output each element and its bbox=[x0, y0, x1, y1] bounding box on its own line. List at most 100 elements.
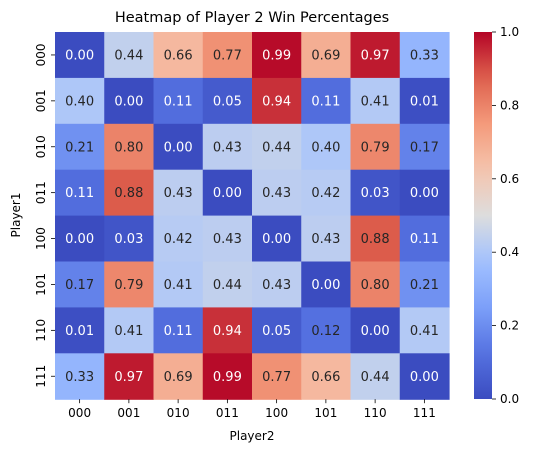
heatmap-cell bbox=[399, 215, 450, 263]
x-tick-label: 101 bbox=[314, 406, 337, 420]
heatmap-cell bbox=[104, 169, 155, 217]
cell-value-label: 0.88 bbox=[114, 186, 143, 201]
cell-value-label: 0.11 bbox=[65, 186, 94, 201]
heatmap-cell bbox=[153, 77, 204, 125]
heatmap-cell bbox=[55, 261, 105, 308]
heatmap-cell bbox=[104, 215, 155, 263]
cell-value-label: 0.42 bbox=[164, 232, 193, 247]
x-axis-ticks: 000 001 010 011 100 101 110 111 bbox=[68, 399, 436, 420]
heatmap-cell bbox=[153, 169, 204, 217]
cell-value-label: 0.77 bbox=[262, 370, 291, 385]
heatmap-cell bbox=[202, 307, 253, 354]
y-tick-label: 101 bbox=[34, 273, 48, 296]
cell-value-label: 0.12 bbox=[311, 324, 340, 339]
heatmap-cell bbox=[399, 307, 450, 354]
heatmap-cell bbox=[104, 32, 155, 79]
heatmap-cell bbox=[301, 169, 352, 217]
cell-value-label: 0.00 bbox=[262, 232, 291, 247]
cell-value-label: 0.99 bbox=[262, 48, 291, 63]
heatmap-cell bbox=[104, 353, 155, 400]
cell-value-label: 0.41 bbox=[361, 94, 390, 109]
heatmap-cell bbox=[202, 123, 253, 171]
cell-value-label: 0.21 bbox=[410, 278, 439, 293]
cell-value-label: 0.00 bbox=[213, 186, 242, 201]
cell-value-label: 0.44 bbox=[262, 140, 291, 155]
heatmap-cell bbox=[252, 307, 302, 354]
heatmap-cell bbox=[153, 353, 204, 400]
heatmap-cell bbox=[301, 77, 352, 125]
heatmap-cell bbox=[104, 77, 155, 125]
colorbar-tick-label: 0.8 bbox=[500, 98, 519, 112]
heatmap-cell bbox=[104, 123, 155, 171]
heatmap-cell bbox=[55, 169, 105, 217]
x-tick-label: 100 bbox=[265, 406, 288, 420]
cell-value-label: 0.99 bbox=[213, 370, 242, 385]
cell-value-label: 0.33 bbox=[65, 370, 94, 385]
y-tick-label: 011 bbox=[34, 181, 48, 204]
cell-value-label: 0.43 bbox=[262, 186, 291, 201]
x-tick-label: 000 bbox=[68, 406, 91, 420]
heatmap-cell bbox=[202, 32, 253, 79]
heatmap-cell bbox=[104, 261, 155, 308]
heatmap-cell bbox=[202, 261, 253, 308]
heatmap-cell bbox=[350, 353, 401, 400]
y-axis-ticks: 000 001 010 011 100 101 110 111 bbox=[34, 43, 55, 388]
heatmap-cell bbox=[55, 215, 105, 263]
cell-value-label: 0.44 bbox=[361, 370, 390, 385]
colorbar-tick-label: 0.4 bbox=[500, 245, 519, 259]
heatmap-cell bbox=[252, 353, 302, 400]
cell-value-label: 0.41 bbox=[164, 278, 193, 293]
heatmap-cell bbox=[55, 353, 105, 400]
heatmap-cell bbox=[55, 32, 105, 79]
heatmap-cell bbox=[252, 261, 302, 308]
heatmap-cell bbox=[55, 123, 105, 171]
cell-value-label: 0.44 bbox=[213, 278, 242, 293]
heatmap-cell bbox=[399, 32, 450, 79]
heatmap-cell bbox=[350, 77, 401, 125]
colorbar-tick-label: 1.0 bbox=[500, 25, 519, 39]
colorbar-ticks: 0.0 0.2 0.4 0.6 0.8 1.0 bbox=[492, 25, 519, 406]
heatmap-cell bbox=[350, 32, 401, 79]
cell-value-label: 0.41 bbox=[114, 324, 143, 339]
heatmap-cell bbox=[301, 123, 352, 171]
heatmap-cell bbox=[301, 261, 352, 308]
cell-value-label: 0.43 bbox=[262, 278, 291, 293]
cell-value-label: 0.43 bbox=[311, 232, 340, 247]
x-tick-label: 010 bbox=[167, 406, 190, 420]
heatmap-cell-labels: 0.00 0.44 0.66 0.77 0.99 0.69 0.97 0.33 0.40 0.00… bbox=[65, 48, 439, 384]
cell-value-label: 0.11 bbox=[311, 94, 340, 109]
cell-value-label: 0.00 bbox=[65, 232, 94, 247]
heatmap-cell bbox=[153, 307, 204, 354]
y-tick-label: 001 bbox=[34, 89, 48, 112]
cell-value-label: 0.00 bbox=[410, 370, 439, 385]
colorbar-tick-label: 0.0 bbox=[500, 392, 519, 406]
cell-value-label: 0.05 bbox=[262, 324, 291, 339]
cell-value-label: 0.97 bbox=[361, 48, 390, 63]
heatmap-cell bbox=[55, 77, 105, 125]
cell-value-label: 0.00 bbox=[410, 186, 439, 201]
cell-value-label: 0.43 bbox=[213, 140, 242, 155]
chart-title: Heatmap of Player 2 Win Percentages bbox=[115, 10, 389, 26]
x-tick-label: 110 bbox=[364, 406, 387, 420]
cell-value-label: 0.80 bbox=[361, 278, 390, 293]
cell-value-label: 0.00 bbox=[114, 94, 143, 109]
heatmap-cell bbox=[350, 307, 401, 354]
heatmap-cell bbox=[202, 169, 253, 217]
x-axis-label: Player2 bbox=[230, 429, 275, 443]
cell-value-label: 0.88 bbox=[361, 232, 390, 247]
heatmap-cell bbox=[399, 261, 450, 308]
cell-value-label: 0.03 bbox=[361, 186, 390, 201]
heatmap-cell bbox=[350, 169, 401, 217]
heatmap-cell bbox=[153, 215, 204, 263]
heatmap-cell bbox=[252, 32, 302, 79]
heatmap-cell bbox=[399, 353, 450, 400]
heatmap-cell bbox=[301, 353, 352, 400]
heatmap-cell bbox=[153, 32, 204, 79]
cell-value-label: 0.66 bbox=[311, 370, 340, 385]
cell-value-label: 0.80 bbox=[114, 140, 143, 155]
cell-value-label: 0.94 bbox=[262, 94, 291, 109]
cell-value-label: 0.42 bbox=[311, 186, 340, 201]
heatmap-cell bbox=[252, 123, 302, 171]
cell-value-label: 0.66 bbox=[164, 48, 193, 63]
heatmap-cell bbox=[202, 77, 253, 125]
